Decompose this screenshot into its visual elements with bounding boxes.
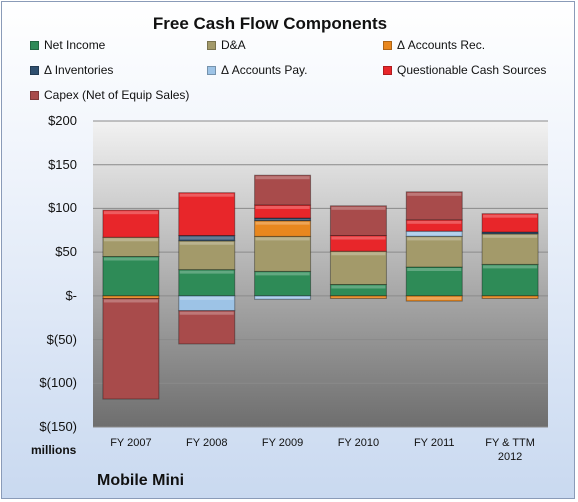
legend-swatch — [383, 65, 392, 75]
y-tick-label: $50 — [55, 244, 77, 260]
bar-highlight — [255, 296, 310, 299]
bar-highlight — [483, 296, 538, 298]
bar-segment — [178, 192, 236, 237]
legend-item: Δ Accounts Pay. — [207, 63, 308, 77]
legend-label: Questionable Cash Sources — [397, 63, 547, 77]
legend-item: D&A — [207, 38, 246, 52]
bar-segment — [102, 256, 160, 297]
bar-highlight — [255, 176, 310, 180]
y-tick-label: $- — [65, 287, 77, 303]
x-tick-label: FY 2008 — [186, 437, 228, 449]
bar-highlight — [179, 241, 234, 245]
legend-swatch — [207, 65, 216, 75]
bar-segment — [102, 297, 160, 400]
y-tick-label: $150 — [48, 156, 77, 172]
bar-highlight — [103, 211, 158, 215]
bar-highlight — [331, 206, 386, 210]
legend-item: Δ Accounts Rec. — [383, 38, 485, 52]
plot-background — [93, 121, 548, 427]
bar-segment — [254, 235, 312, 272]
bar-highlight — [331, 285, 386, 289]
legend-label: Capex (Net of Equip Sales) — [44, 88, 190, 102]
y-tick-label: $200 — [48, 113, 77, 128]
bar-segment — [254, 295, 312, 300]
x-tick-label: FY 2010 — [337, 437, 380, 449]
bar-segment — [481, 295, 539, 299]
bar-highlight — [483, 234, 538, 238]
bar-highlight — [179, 311, 234, 315]
legend-swatch — [30, 65, 39, 75]
bar-highlight — [407, 220, 462, 224]
legend-item: Δ Inventories — [30, 63, 113, 77]
bar-segment — [329, 235, 387, 252]
legend-item: Net Income — [30, 38, 105, 52]
bar-highlight — [407, 268, 462, 272]
bar-highlight — [407, 296, 462, 300]
x-tick-label: FY 2009 — [261, 437, 304, 449]
bar-highlight — [179, 193, 234, 197]
bar-segment — [481, 233, 539, 265]
legend-item: Questionable Cash Sources — [383, 63, 546, 77]
bar-highlight — [255, 221, 310, 225]
x-tick-label: FY 2007 — [110, 437, 152, 449]
bar-segment — [254, 174, 312, 206]
y-tick-label: $(50) — [46, 331, 77, 347]
bar-highlight — [103, 238, 158, 242]
bar-highlight — [483, 214, 538, 218]
bar-highlight — [179, 236, 234, 240]
bar-segment — [329, 250, 387, 285]
bar-highlight — [331, 252, 386, 256]
company-name: Mobile Mini — [97, 472, 185, 489]
bar-highlight — [331, 236, 386, 240]
y-tick-label: $(100) — [39, 375, 77, 391]
bar-segment — [178, 240, 236, 271]
legend-label: Δ Accounts Pay. — [221, 63, 308, 77]
legend-label: Δ Inventories — [44, 63, 114, 77]
bar-segment — [178, 235, 236, 242]
bar-segment — [329, 295, 387, 299]
bar-segment — [405, 191, 463, 221]
legend-swatch — [383, 40, 392, 50]
bar-highlight — [407, 237, 462, 241]
bar-segment — [178, 269, 236, 297]
bar-segment — [102, 209, 160, 238]
bar-highlight — [255, 205, 310, 209]
bar-segment — [178, 310, 236, 345]
legend-swatch — [30, 90, 39, 100]
bar-highlight — [255, 219, 310, 220]
bar-segment — [329, 205, 387, 237]
bar-segment — [405, 230, 463, 237]
bar-segment — [254, 270, 312, 297]
bar-segment — [405, 295, 463, 302]
legend-label: D&A — [221, 38, 246, 52]
legend-label: Δ Accounts Rec. — [397, 38, 486, 52]
legend-swatch — [207, 40, 216, 50]
bar-highlight — [179, 296, 234, 300]
bar-highlight — [483, 265, 538, 269]
bar-segment — [481, 263, 539, 297]
units-label: millions — [31, 443, 77, 457]
y-tick-label: $100 — [48, 200, 77, 216]
legend-swatch — [30, 40, 39, 50]
legend-label: Net Income — [44, 38, 106, 52]
bar-highlight — [103, 296, 158, 298]
bar-highlight — [407, 192, 462, 196]
x-tick-label: FY 2011 — [413, 437, 455, 449]
legend-item: Capex (Net of Equip Sales) — [30, 88, 189, 102]
bar-segment — [405, 235, 463, 268]
bar-highlight — [103, 257, 158, 261]
bar-segment — [481, 213, 539, 233]
bar-highlight — [331, 296, 386, 298]
x-tick-label: FY & TTM 2012 — [485, 437, 535, 463]
bar-highlight — [179, 270, 234, 274]
bar-segment — [405, 266, 463, 297]
y-tick-label: $(150) — [39, 419, 77, 434]
bar-highlight — [255, 237, 310, 241]
bar-highlight — [407, 232, 462, 236]
bar-highlight — [103, 299, 158, 303]
chart-title: Free Cash Flow Components — [152, 14, 388, 33]
bar-highlight — [255, 272, 310, 276]
